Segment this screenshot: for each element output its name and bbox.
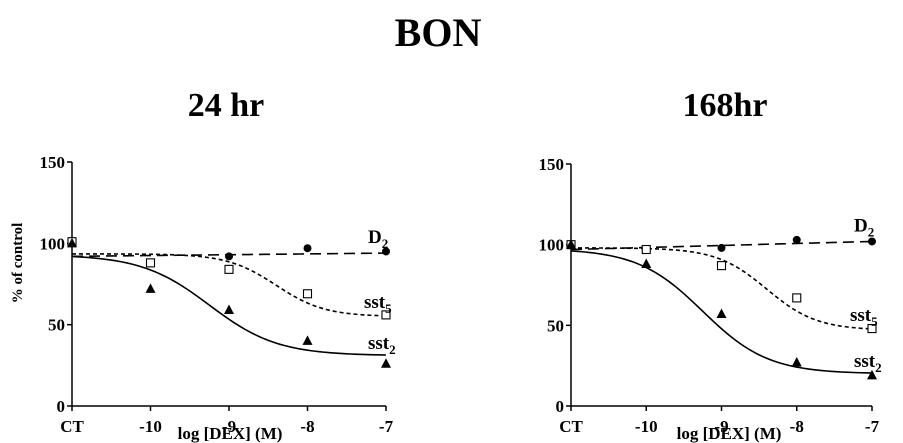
fit-line-sst5 xyxy=(571,247,873,330)
point-sst2 xyxy=(791,356,802,367)
y-tick-label: 0 xyxy=(57,397,66,416)
x-tick-label: CT xyxy=(559,417,583,436)
x-axis-label: log [DEX] (M) xyxy=(677,424,782,443)
point-sst2 xyxy=(67,237,77,248)
fit-line-sst2 xyxy=(71,255,387,356)
x-tick-label: -9 xyxy=(222,417,236,436)
y-axis-label: % of control xyxy=(10,223,26,304)
x-tick-label: -7 xyxy=(379,417,394,436)
figure-title: BON xyxy=(395,10,482,55)
panel-168hr: 168hr log [DEX] (M) 0 50 100 150 CT -10 -9 -8 -7… xyxy=(539,87,882,443)
point-D2 xyxy=(868,237,876,246)
point-sst2 xyxy=(145,283,156,293)
x-tick-label: CT xyxy=(60,417,84,436)
fit-line-sst5 xyxy=(72,253,387,317)
point-sst2 xyxy=(716,308,727,319)
y-tick-label: 150 xyxy=(40,153,66,172)
point-sst5 xyxy=(224,264,234,274)
y-tick-label: 100 xyxy=(40,234,66,253)
point-sst2 xyxy=(224,304,234,315)
y-tick-label: 150 xyxy=(539,155,565,174)
y-tick-label: 50 xyxy=(547,316,564,335)
point-D2 xyxy=(717,243,726,252)
point-sst2 xyxy=(302,335,313,345)
point-sst2 xyxy=(381,358,391,368)
x-tick-label: -7 xyxy=(865,417,880,436)
point-sst2 xyxy=(867,369,877,380)
series-label-sst2: sst2 xyxy=(368,333,396,357)
point-sst5 xyxy=(381,310,391,320)
point-D2 xyxy=(303,244,312,253)
y-tick-label: 100 xyxy=(539,236,565,255)
point-sst5 xyxy=(641,244,651,255)
x-tick-label: -10 xyxy=(635,417,658,436)
series-label-D2: D2 xyxy=(368,227,388,251)
y-tick-label: 50 xyxy=(48,316,65,335)
point-sst5 xyxy=(867,324,877,334)
point-sst5 xyxy=(792,293,802,303)
panel-title: 24 hr xyxy=(188,87,265,124)
panel-title: 168hr xyxy=(683,87,768,124)
x-axis-label: log [DEX] (M) xyxy=(178,424,283,443)
panel-24hr: 24 hr % of control log [DEX] (M) 0 50 100 1… xyxy=(10,87,396,443)
series-label-D2: D2 xyxy=(854,215,874,239)
point-sst5 xyxy=(302,289,313,299)
point-D2 xyxy=(792,235,801,244)
point-sst2 xyxy=(641,258,652,269)
x-tick-label: -10 xyxy=(139,417,162,436)
point-sst5 xyxy=(716,261,727,271)
point-sst2 xyxy=(566,239,576,249)
fit-line-sst2 xyxy=(570,250,873,374)
series-label-sst5: sst5 xyxy=(850,305,878,329)
point-D2 xyxy=(225,252,233,261)
x-tick-label: -8 xyxy=(300,417,314,436)
point-D2 xyxy=(382,247,390,256)
x-tick-label: -8 xyxy=(790,417,804,436)
series-label-sst2: sst2 xyxy=(854,351,882,375)
point-sst5 xyxy=(145,258,156,268)
y-tick-label: 0 xyxy=(556,397,565,416)
x-tick-label: -9 xyxy=(714,417,728,436)
series-label-sst5: sst5 xyxy=(364,292,392,316)
